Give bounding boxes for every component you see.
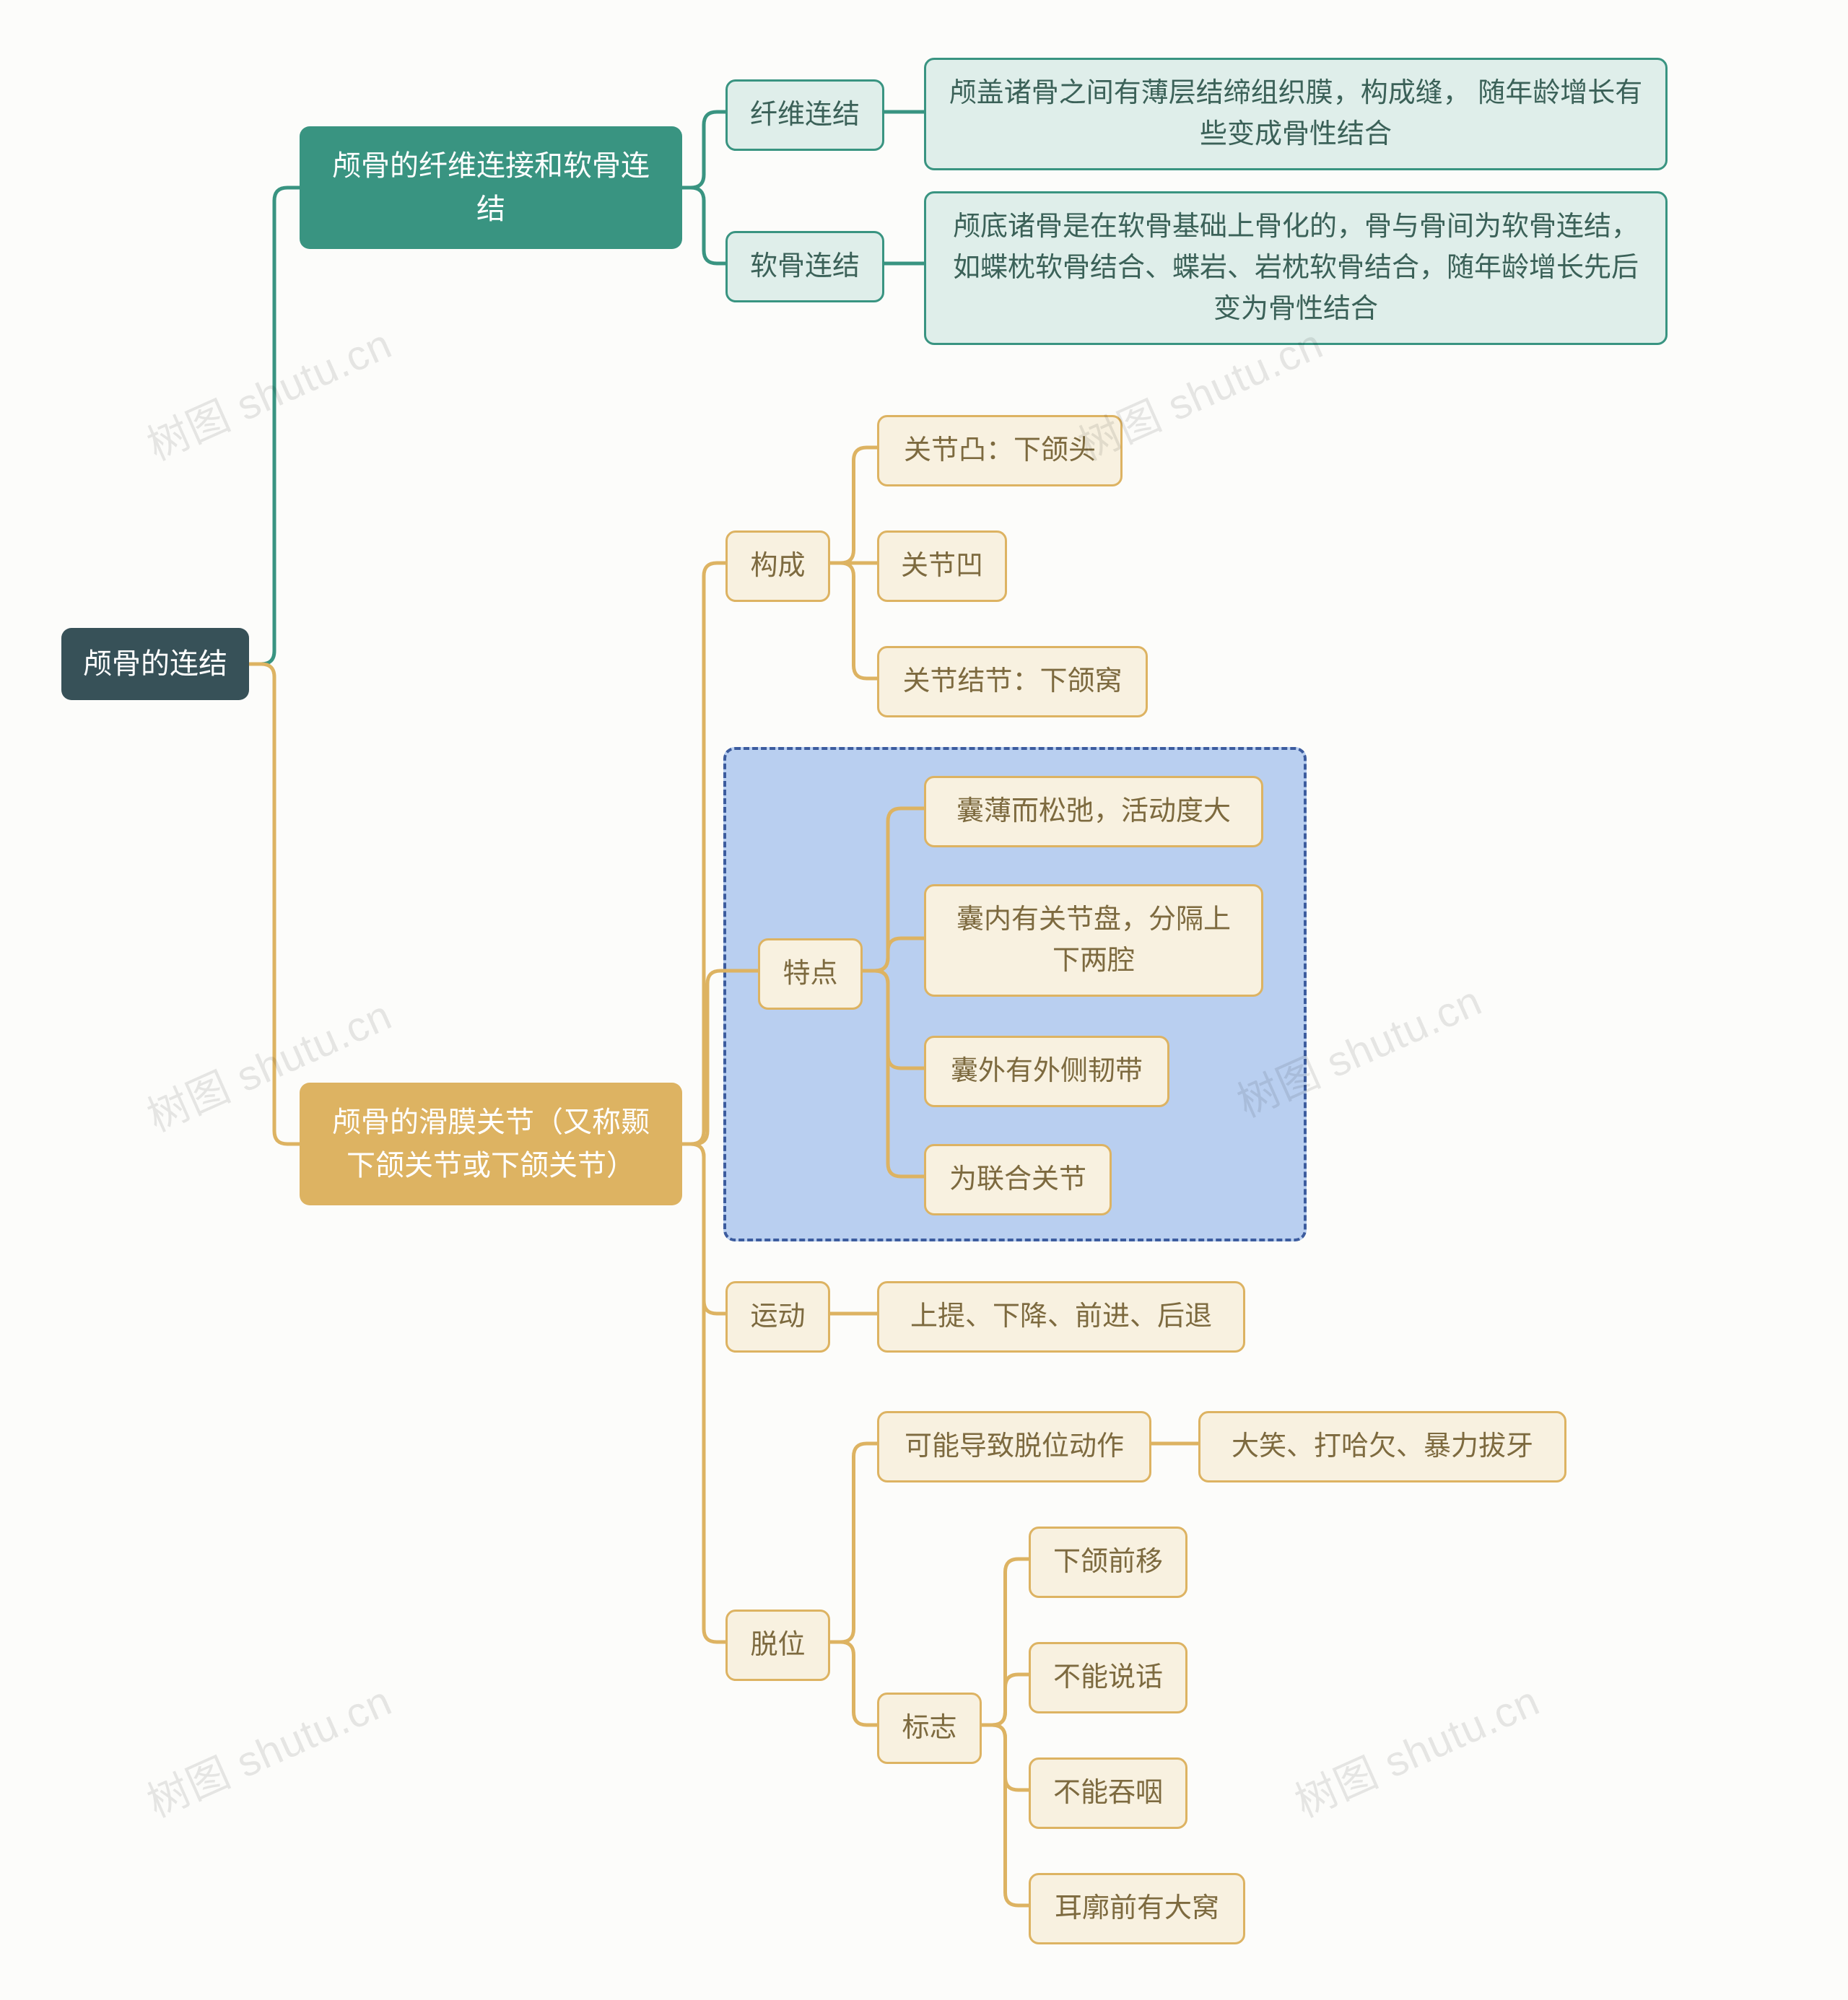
node-label: 关节凹 [901, 546, 983, 587]
watermark: 树图 shutu.cn [1284, 1667, 1548, 1829]
edge [249, 664, 300, 1144]
node-b2c1: 上提、下降、前进、后退 [877, 1281, 1245, 1353]
edge [982, 1725, 1029, 1790]
node-label: 为联合关节 [949, 1159, 1086, 1200]
edge [982, 1725, 1029, 1905]
edge [682, 112, 725, 188]
node-b1a1: 颅盖诸骨之间有薄层结缔组织膜，构成缝， 随年龄增长有些变成骨性结合 [924, 58, 1668, 170]
node-b2: 颅骨的滑膜关节（又称颞下颌关节或下颌关节） [300, 1083, 682, 1205]
node-b2d2c: 不能吞咽 [1029, 1757, 1187, 1829]
node-b1b1: 颅底诸骨是在软骨基础上骨化的，骨与骨间为软骨连结，如蝶枕软骨结合、蝶岩、岩枕软骨… [924, 191, 1668, 345]
node-label: 下颌前移 [1053, 1542, 1163, 1583]
node-b2d: 脱位 [725, 1610, 830, 1681]
node-b2b2: 囊内有关节盘，分隔上下两腔 [924, 884, 1263, 997]
node-b2d1: 可能导致脱位动作 [877, 1411, 1151, 1482]
node-label: 特点 [783, 953, 837, 995]
node-b2b4: 为联合关节 [924, 1144, 1112, 1215]
node-b2d2: 标志 [877, 1693, 982, 1764]
node-label: 大笑、打哈欠、暴力拔牙 [1232, 1426, 1533, 1467]
node-b2d2b: 不能说话 [1029, 1642, 1187, 1713]
node-label: 颅盖诸骨之间有薄层结缔组织膜，构成缝， 随年龄增长有些变成骨性结合 [946, 73, 1645, 155]
edge [982, 1674, 1029, 1725]
node-label: 软骨连结 [750, 246, 860, 287]
node-label: 颅骨的纤维连接和软骨连结 [320, 144, 662, 231]
node-b2c: 运动 [725, 1281, 830, 1353]
node-b1b: 软骨连结 [725, 231, 884, 302]
edge [830, 447, 877, 563]
node-label: 可能导致脱位动作 [905, 1426, 1124, 1467]
edge [682, 563, 725, 1144]
node-b2d2a: 下颌前移 [1029, 1527, 1187, 1598]
edge [682, 1144, 725, 1314]
edge [830, 1642, 877, 1725]
node-label: 关节结节：下颌窝 [902, 661, 1122, 702]
edge [982, 1559, 1029, 1725]
node-label: 脱位 [750, 1625, 805, 1666]
node-b2d2d: 耳廓前有大窝 [1029, 1873, 1245, 1944]
edge [830, 563, 877, 678]
edge [682, 1144, 725, 1642]
node-b2b: 特点 [758, 938, 863, 1010]
node-b2b1: 囊薄而松弛，活动度大 [924, 776, 1263, 847]
node-b2a: 构成 [725, 530, 830, 602]
edge [830, 1444, 877, 1642]
node-label: 运动 [750, 1296, 805, 1337]
node-label: 构成 [750, 546, 805, 587]
node-root: 颅骨的连结 [61, 628, 249, 700]
node-label: 囊内有关节盘，分隔上下两腔 [946, 899, 1241, 982]
node-b1: 颅骨的纤维连接和软骨连结 [300, 126, 682, 249]
node-label: 囊薄而松弛，活动度大 [956, 791, 1231, 832]
node-label: 耳廓前有大窝 [1055, 1888, 1219, 1929]
node-label: 颅底诸骨是在软骨基础上骨化的，骨与骨间为软骨连结，如蝶枕软骨结合、蝶岩、岩枕软骨… [946, 206, 1645, 330]
node-b1a: 纤维连结 [725, 79, 884, 151]
node-label: 标志 [902, 1708, 956, 1749]
node-label: 不能说话 [1053, 1657, 1163, 1698]
node-label: 不能吞咽 [1053, 1773, 1163, 1814]
node-label: 颅骨的滑膜关节（又称颞下颌关节或下颌关节） [320, 1101, 662, 1187]
watermark: 树图 shutu.cn [136, 310, 400, 472]
node-label: 关节凸：下颌头 [904, 430, 1096, 471]
edge [682, 188, 725, 263]
node-label: 上提、下降、前进、后退 [910, 1296, 1212, 1337]
edge [249, 188, 300, 664]
node-b2a3: 关节结节：下颌窝 [877, 646, 1148, 717]
watermark: 树图 shutu.cn [136, 1667, 400, 1829]
node-b2d1a: 大笑、打哈欠、暴力拔牙 [1198, 1411, 1566, 1482]
node-b2b3: 囊外有外侧韧带 [924, 1036, 1169, 1107]
node-b2a1: 关节凸：下颌头 [877, 415, 1123, 486]
node-b2a2: 关节凹 [877, 530, 1007, 602]
node-label: 囊外有外侧韧带 [951, 1051, 1143, 1092]
node-label: 纤维连结 [750, 95, 860, 136]
node-label: 颅骨的连结 [83, 642, 227, 686]
